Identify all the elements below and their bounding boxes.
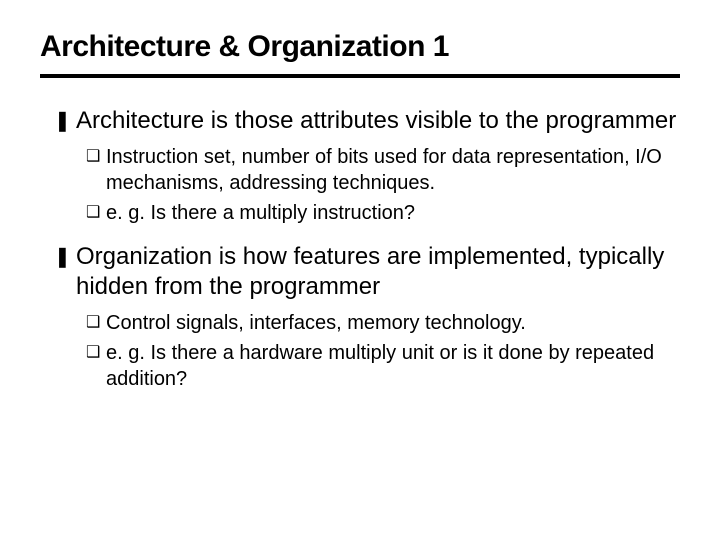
z-bullet-icon: ❚: [54, 106, 76, 136]
y-bullet-icon: ❑: [86, 340, 106, 366]
bullet-level2: ❑ Control signals, interfaces, memory te…: [86, 310, 680, 336]
bullet-level2: ❑ e. g. Is there a hardware multiply uni…: [86, 340, 680, 392]
spacer: [40, 230, 680, 242]
bullet-level2: ❑ Instruction set, number of bits used f…: [86, 144, 680, 196]
y-bullet-icon: ❑: [86, 310, 106, 336]
title-rule: [40, 74, 680, 78]
y-bullet-icon: ❑: [86, 200, 106, 226]
bullet-text: Organization is how features are impleme…: [76, 242, 680, 302]
z-bullet-icon: ❚: [54, 242, 76, 272]
bullet-text: e. g. Is there a hardware multiply unit …: [106, 340, 680, 392]
slide-title: Architecture & Organization 1: [40, 30, 680, 64]
bullet-text: Control signals, interfaces, memory tech…: [106, 310, 526, 336]
bullet-text: Architecture is those attributes visible…: [76, 106, 676, 136]
bullet-text: e. g. Is there a multiply instruction?: [106, 200, 415, 226]
bullet-level2: ❑ e. g. Is there a multiply instruction?: [86, 200, 680, 226]
y-bullet-icon: ❑: [86, 144, 106, 170]
bullet-level1: ❚ Organization is how features are imple…: [54, 242, 680, 302]
bullet-level1: ❚ Architecture is those attributes visib…: [54, 106, 680, 136]
bullet-text: Instruction set, number of bits used for…: [106, 144, 680, 196]
